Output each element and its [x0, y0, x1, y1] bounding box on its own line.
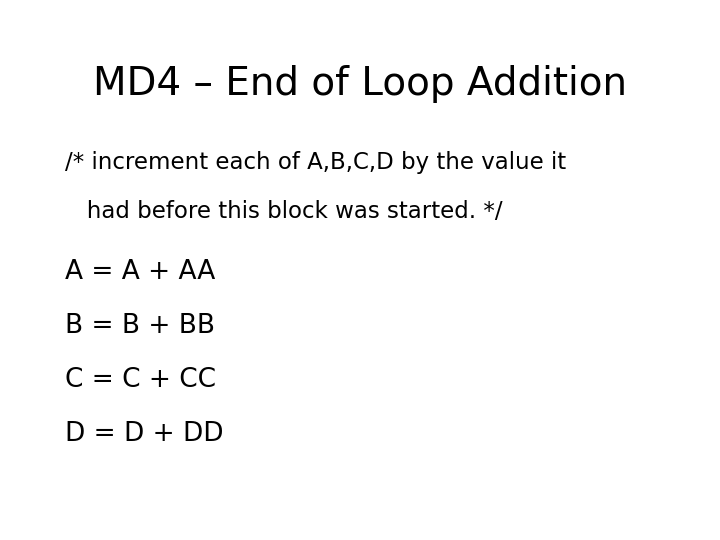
Text: C = C + CC: C = C + CC — [65, 367, 216, 393]
Text: /* increment each of A,B,C,D by the value it: /* increment each of A,B,C,D by the valu… — [65, 151, 566, 174]
Text: had before this block was started. */: had before this block was started. */ — [65, 200, 503, 223]
Text: D = D + DD: D = D + DD — [65, 421, 223, 447]
Text: A = A + AA: A = A + AA — [65, 259, 215, 285]
Text: B = B + BB: B = B + BB — [65, 313, 215, 339]
Text: MD4 – End of Loop Addition: MD4 – End of Loop Addition — [93, 65, 627, 103]
